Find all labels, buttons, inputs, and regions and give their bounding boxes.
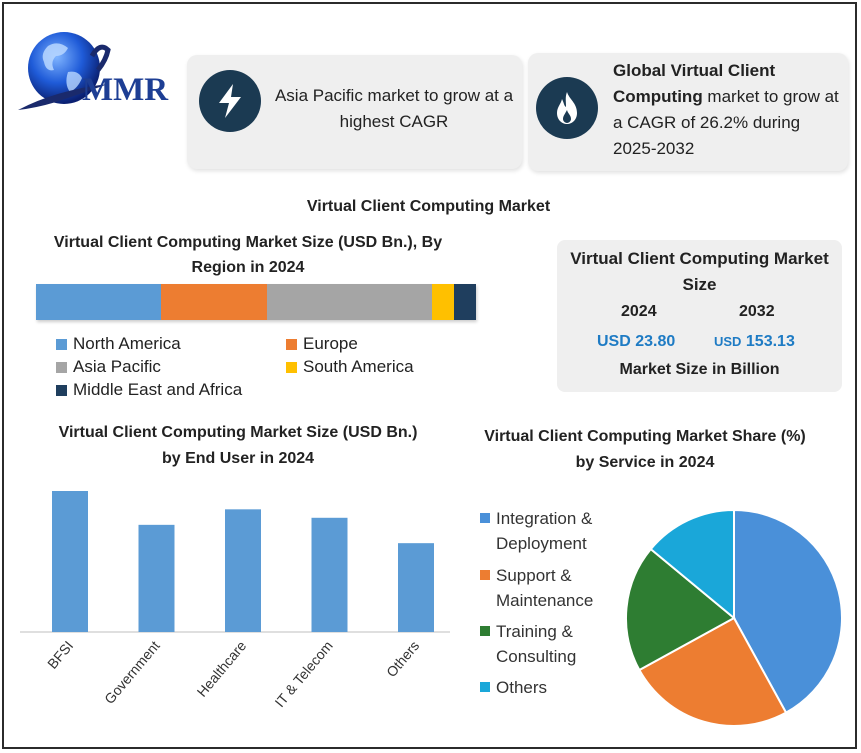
legend-item-integration-and-deployment: Integration & Deployment [480,506,592,556]
year-2024-label: 2024 [621,303,657,320]
main-title: Virtual Client Computing Market [306,198,551,215]
region-segment-north-america [36,284,162,320]
legend-label: Others [496,678,548,697]
mmr-logo [18,32,111,110]
bar-bfsi [52,491,88,632]
legend-item-others: Others [480,675,547,700]
region-segment-middle-east-and-africa [453,284,476,320]
value-2024: USD 23.80 [597,333,676,350]
bar-government [138,524,175,632]
legend-swatch [480,570,490,580]
region-segment-europe [161,284,267,320]
region-stacked-bar [36,284,476,320]
bar-healthcare [225,509,261,632]
service-chart-title: Virtual Client Computing Market Share (%… [484,428,806,471]
tick-label-it-and-telecom: IT & Telecom [271,638,335,710]
legend-label: Support & Maintenance [496,566,594,610]
asia-pacific-cagr-text: Asia Pacific market to grow at a highest… [274,86,514,131]
legend-item-support-and-maintenance: Support & Maintenance [480,563,593,613]
legend-label: South America [303,357,414,376]
global-cagr-text-bold: Global Virtual Client Computing [613,61,776,106]
region-chart-title: Virtual Client Computing Market Size (US… [53,234,443,276]
highlight-card-asia-pacific: Asia Pacific market to grow at a highest… [187,55,522,169]
legend-swatch [286,338,297,350]
market-size-title: Virtual Client Computing Market Size [570,249,829,294]
global-cagr-text-rest: market to grow at a CAGR of 26.2% during… [613,87,839,158]
year-2032-label: 2032 [739,303,775,320]
pie-slice-training-and-consulting [625,547,736,672]
legend-swatch [480,513,490,523]
region-segment-asia-pacific [266,284,432,320]
value-2032-number: 153.13 [745,333,795,350]
legend-swatch [480,682,490,692]
global-cagr-text: Global Virtual Client Computing market t… [613,58,845,162]
value-2032-prefix: USD [714,334,742,349]
logo-text: MMR [82,72,169,108]
legend-label: Asia Pacific [73,357,161,376]
legend-item-middle-east-and-africa: Middle East and Africa [56,380,242,400]
lightning-icon [199,70,261,132]
tick-label-healthcare: Healthcare [194,637,250,699]
region-legend: North America Europe Asia Pacific South Ame… [56,334,476,404]
tick-label-government: Government [101,638,163,707]
legend-label: Integration & Deployment [496,509,593,553]
bar-it-and-telecom [311,517,348,632]
legend-swatch [480,626,490,636]
region-segment-south-america [431,284,454,320]
legend-label: Europe [303,334,358,353]
end-user-chart-title: Virtual Client Computing Market Size (US… [58,424,418,467]
legend-swatch [56,361,67,373]
legend-label: Middle East and Africa [73,380,243,399]
bar-others [398,543,434,632]
tick-label-others: Others [383,638,422,680]
legend-swatch [286,361,297,373]
legend-item-europe: Europe [286,334,358,354]
legend-swatch [56,338,67,350]
legend-label: North America [73,334,181,353]
value-2032: USD 153.13 [714,333,795,351]
legend-label: Training & Consulting [496,622,577,666]
legend-swatch [56,384,67,396]
market-size-card: Virtual Client Computing Market Size 202… [557,240,842,392]
legend-item-asia-pacific: Asia Pacific [56,357,161,377]
end-user-bar-chart: BFSI Government Healthcare IT & Telecom Othe… [20,491,450,710]
market-size-footer: Market Size in Billion [619,361,780,378]
legend-item-south-america: South America [286,357,414,377]
legend-item-training-and-consulting: Training & Consulting [480,619,576,669]
legend-item-north-america: North America [56,334,181,354]
pie-slice-others [649,508,735,621]
pie-slice-integration-and-deployment [733,508,843,715]
flame-icon [536,77,598,139]
tick-label-bfsi: BFSI [44,638,76,672]
pie-slice-support-and-maintenance [638,616,788,727]
service-pie-chart [625,508,843,727]
highlight-card-global-cagr: Global Virtual Client Computing market t… [528,53,848,171]
